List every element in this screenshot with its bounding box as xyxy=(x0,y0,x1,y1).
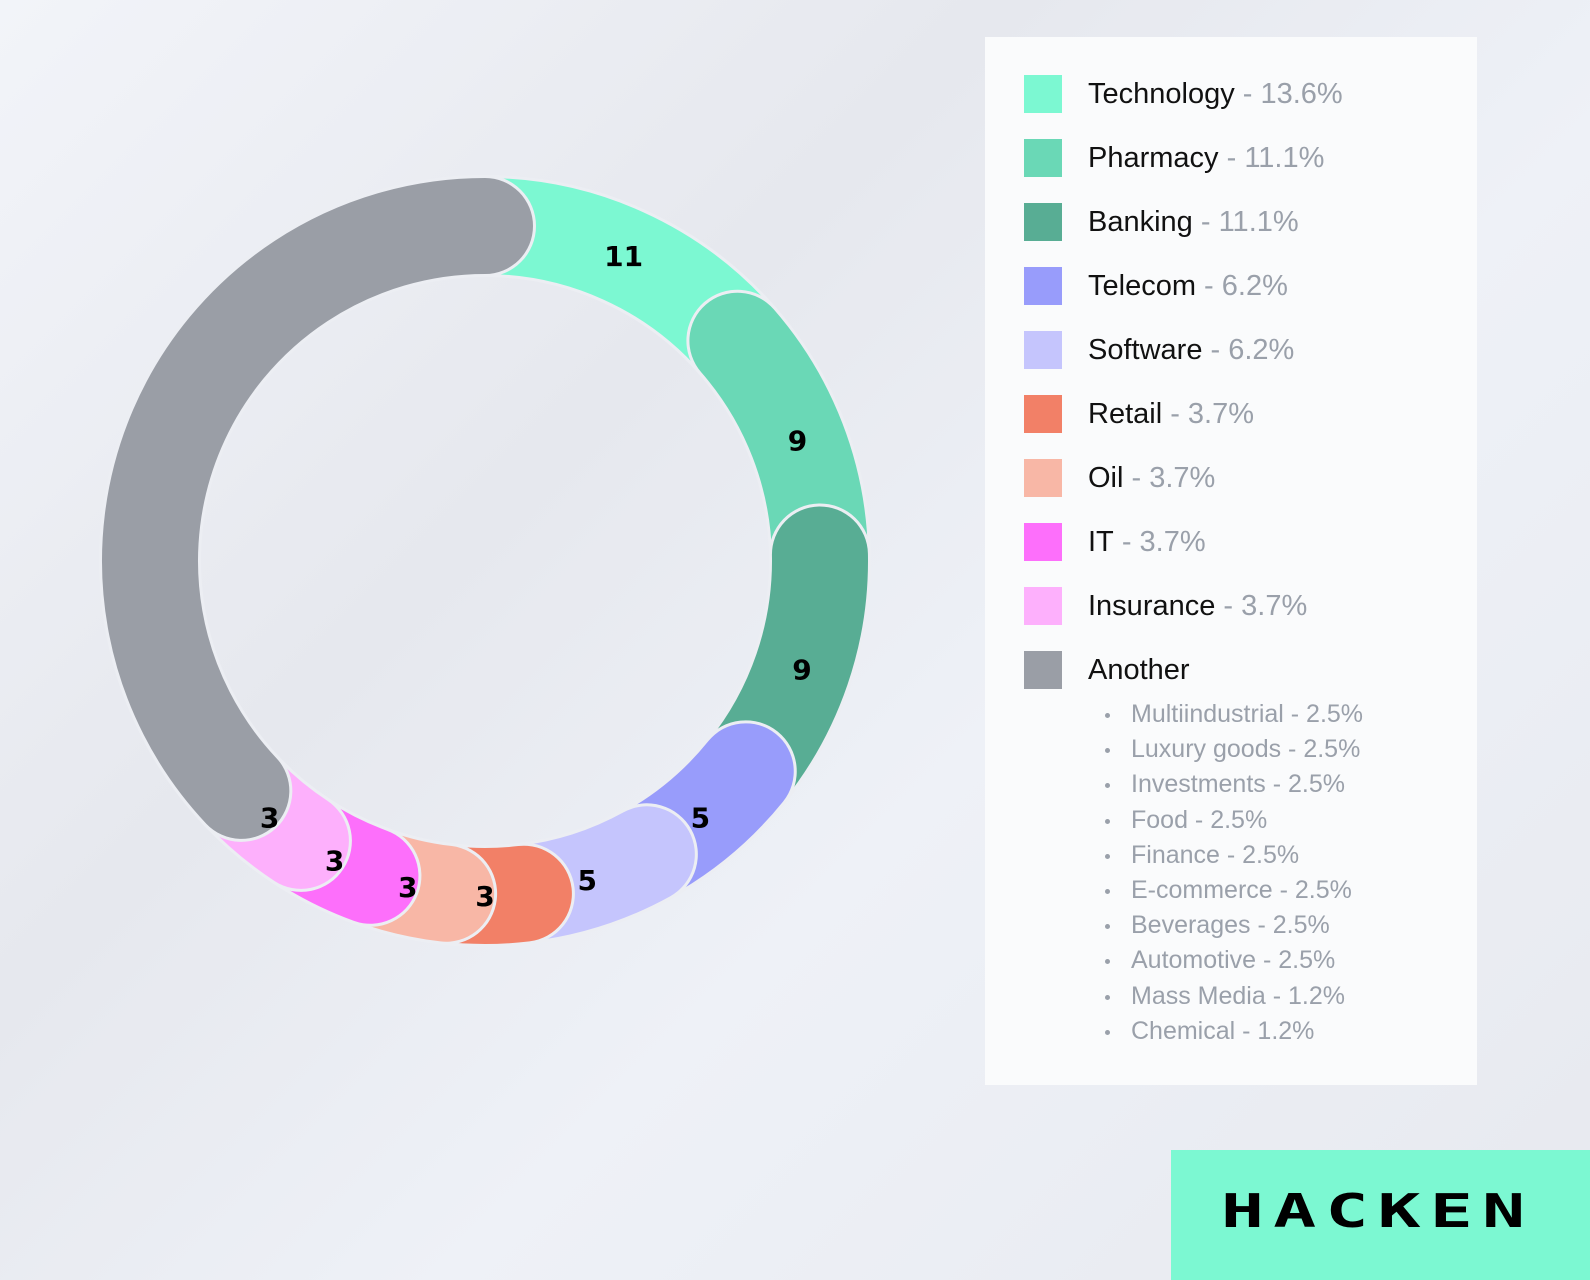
legend-percent: - 11.1% xyxy=(1218,141,1325,174)
data-label: 5 xyxy=(691,802,710,835)
legend-item: Technology - 13.6% xyxy=(1024,74,1343,114)
legend-item: Another xyxy=(1024,650,1190,690)
legend-label: Technology xyxy=(1088,77,1235,110)
breakdown-item: Finance - 2.5% xyxy=(1103,838,1363,873)
legend-percent: - 13.6% xyxy=(1234,77,1343,110)
legend-percent: - 11.1% xyxy=(1192,205,1299,238)
legend-item: Oil - 3.7% xyxy=(1024,458,1215,498)
breakdown-item: Automotive - 2.5% xyxy=(1103,943,1363,978)
legend-swatch xyxy=(1024,459,1062,497)
legend-swatch xyxy=(1024,651,1062,689)
legend-percent: - 3.7% xyxy=(1215,589,1308,622)
data-label: 3 xyxy=(398,871,417,904)
legend-label: Insurance xyxy=(1088,589,1216,622)
breakdown-item: Multiindustrial - 2.5% xyxy=(1103,697,1363,732)
donut-chart: 11 9 9 5 5 3 3 3 3 xyxy=(99,175,871,947)
data-label: 3 xyxy=(325,844,344,877)
logo-text: HACKEN xyxy=(1221,1184,1535,1238)
data-label: 11 xyxy=(604,240,643,273)
legend-swatch xyxy=(1024,523,1062,561)
legend-label: Another xyxy=(1088,653,1190,686)
slice-another xyxy=(99,175,536,842)
breakdown-item: Beverages - 2.5% xyxy=(1103,908,1363,943)
legend-item: Telecom - 6.2% xyxy=(1024,266,1288,306)
legend-swatch xyxy=(1024,203,1062,241)
breakdown-item: E-commerce - 2.5% xyxy=(1103,873,1363,908)
breakdown-item: Mass Media - 1.2% xyxy=(1103,979,1363,1014)
legend-percent: - 6.2% xyxy=(1196,269,1288,302)
legend-item: Retail - 3.7% xyxy=(1024,394,1254,434)
data-label: 9 xyxy=(792,653,811,686)
legend-item: Insurance - 3.7% xyxy=(1024,586,1307,626)
legend-percent: - 3.7% xyxy=(1113,525,1206,558)
legend-item: IT - 3.7% xyxy=(1024,522,1206,562)
breakdown-item: Luxury goods - 2.5% xyxy=(1103,732,1363,767)
legend-label: Banking xyxy=(1088,205,1193,238)
legend-item: Software - 6.2% xyxy=(1024,330,1294,370)
legend-swatch xyxy=(1024,395,1062,433)
legend-label: Telecom xyxy=(1088,269,1196,302)
another-breakdown-list: Multiindustrial - 2.5% Luxury goods - 2.5… xyxy=(1103,697,1363,1049)
legend-percent: - 3.7% xyxy=(1123,461,1216,494)
data-label: 3 xyxy=(475,880,494,913)
legend-item: Pharmacy - 11.1% xyxy=(1024,138,1324,178)
breakdown-item: Investments - 2.5% xyxy=(1103,767,1363,802)
legend-swatch xyxy=(1024,75,1062,113)
legend-percent: - 3.7% xyxy=(1162,397,1255,430)
legend-label: IT xyxy=(1088,525,1114,558)
legend-percent: - 6.2% xyxy=(1202,333,1295,366)
legend-label: Oil xyxy=(1088,461,1124,494)
legend-item: Banking - 11.1% xyxy=(1024,202,1299,242)
legend-swatch xyxy=(1024,267,1062,305)
legend-label: Software xyxy=(1088,333,1203,366)
legend-label: Pharmacy xyxy=(1088,141,1219,174)
hacken-logo: HACKEN xyxy=(1171,1150,1590,1280)
legend-swatch xyxy=(1024,587,1062,625)
legend-swatch xyxy=(1024,331,1062,369)
legend-swatch xyxy=(1024,139,1062,177)
data-label: 9 xyxy=(788,424,807,457)
breakdown-item: Chemical - 1.2% xyxy=(1103,1014,1363,1049)
data-label: 5 xyxy=(578,864,597,897)
legend-label: Retail xyxy=(1088,397,1163,430)
slice-arc xyxy=(102,178,533,839)
breakdown-item: Food - 2.5% xyxy=(1103,803,1363,838)
data-label: 3 xyxy=(260,802,279,835)
legend: Technology - 13.6% Pharmacy - 11.1% Bank… xyxy=(985,37,1477,1085)
